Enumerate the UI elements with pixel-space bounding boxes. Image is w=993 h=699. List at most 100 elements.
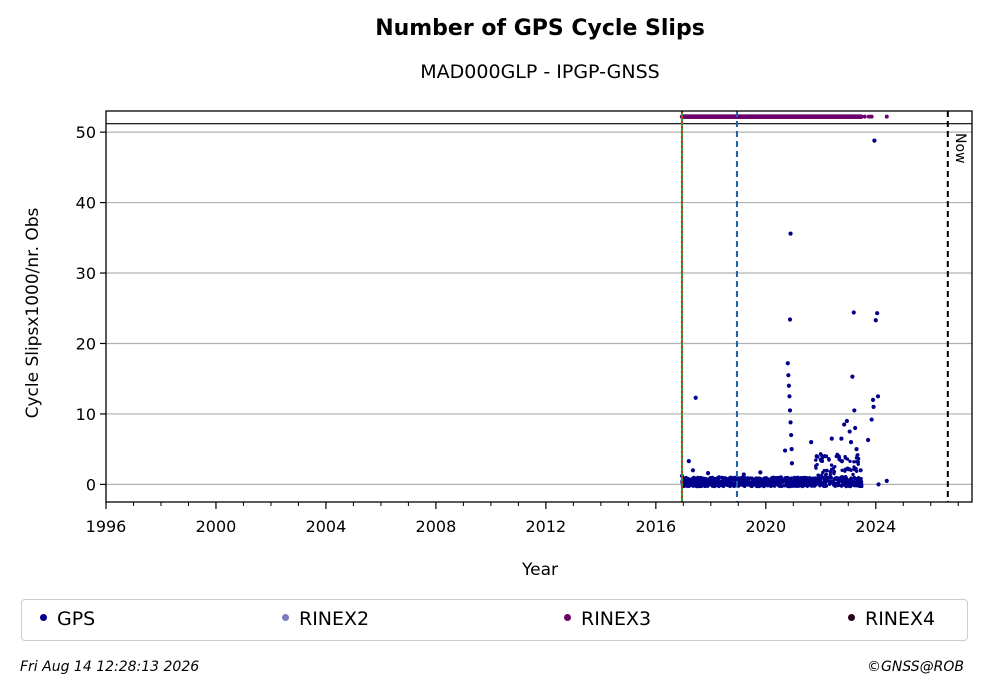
y-tick-label: 30 — [76, 264, 96, 283]
gps-point — [682, 478, 687, 483]
gps-point — [718, 481, 722, 486]
gps-point — [692, 481, 696, 486]
gps-point — [836, 454, 841, 459]
gps-point — [785, 361, 790, 366]
data-layer — [679, 111, 949, 502]
gps-point — [855, 455, 860, 460]
gps-point — [853, 425, 858, 431]
gps-point — [727, 483, 732, 487]
gps-point — [785, 475, 790, 480]
x-tick-label: 1996 — [86, 517, 127, 536]
y-axis-label: Cycle Slipsx1000/nr. Obs — [23, 207, 43, 418]
gps-point — [716, 475, 722, 480]
gps-point — [841, 479, 845, 483]
gps-point — [851, 472, 855, 477]
gps-point — [796, 475, 800, 480]
gps-point — [789, 432, 794, 438]
gps-point — [828, 473, 832, 477]
gps-point — [809, 484, 814, 488]
gps-point — [755, 477, 760, 481]
gps-point — [699, 475, 703, 480]
gps-point — [745, 479, 749, 484]
gps-point — [842, 422, 847, 427]
gps-point — [848, 440, 854, 445]
legend-label: GPS — [57, 608, 96, 630]
y-tick-label: 10 — [76, 405, 96, 424]
x-tick-label: 2016 — [635, 517, 676, 536]
gps-point — [805, 483, 810, 488]
gps-point — [854, 447, 859, 452]
plot-frame — [105, 110, 973, 503]
gps-point — [827, 481, 832, 485]
gps-point — [712, 480, 716, 485]
x-axis-label: Year — [521, 560, 558, 580]
gps-point — [690, 468, 696, 473]
chart-title: Number of GPS Cycle Slips — [375, 16, 705, 41]
gps-point — [822, 468, 827, 473]
legend-label: RINEX3 — [581, 608, 652, 630]
gps-point — [809, 440, 814, 445]
gps-point — [745, 476, 750, 480]
gps-point — [800, 481, 805, 485]
gps-point — [827, 457, 831, 462]
gps-point — [819, 453, 824, 457]
gps-point — [787, 483, 791, 487]
gps-point — [784, 479, 788, 483]
gps-point — [837, 479, 842, 483]
gps-point — [705, 479, 710, 483]
gps-point — [814, 458, 818, 462]
gps-point — [829, 436, 834, 441]
legend-item-rinex2: RINEX2 — [282, 608, 369, 630]
gps-point — [686, 479, 690, 484]
legend-marker-rinex3 — [564, 614, 571, 621]
legend-label: RINEX4 — [865, 608, 936, 630]
gps-point — [794, 484, 798, 488]
gps-point — [792, 477, 797, 481]
rinex3-point — [859, 114, 864, 119]
legend-marker-rinex4 — [848, 614, 855, 621]
gps-point — [875, 394, 881, 399]
gps-point — [803, 475, 807, 480]
gps-point — [870, 397, 876, 402]
gps-point — [754, 481, 758, 485]
gps-point — [824, 484, 829, 488]
y-tick-label: 50 — [76, 123, 96, 142]
gps-point — [848, 480, 853, 484]
gps-point — [692, 476, 696, 480]
gps-point — [845, 467, 849, 471]
gps-point — [884, 478, 889, 483]
gps-point — [839, 436, 844, 441]
gps-point — [715, 483, 720, 488]
gps-point — [816, 475, 821, 479]
gps-point — [814, 466, 818, 470]
rinex3-point — [869, 114, 874, 119]
gps-point — [709, 482, 714, 487]
x-tick-label: 2020 — [745, 517, 786, 536]
footer-timestamp: Fri Aug 14 12:28:13 2026 — [20, 659, 200, 675]
gps-point — [705, 471, 711, 476]
gps-point — [750, 476, 754, 480]
gps-point — [844, 482, 849, 486]
gps-point — [813, 482, 817, 487]
gps-point — [845, 457, 850, 461]
gps-point — [871, 404, 876, 409]
x-tick-label: 2012 — [526, 517, 567, 536]
gps-point — [757, 482, 761, 486]
gps-point — [701, 483, 706, 487]
gps-point — [873, 318, 878, 323]
gps-point — [799, 476, 803, 480]
chart-subtitle: MAD000GLP - IPGP-GNSS — [420, 61, 660, 83]
gps-point — [766, 483, 770, 488]
gps-point — [829, 470, 833, 474]
gps-point — [820, 473, 824, 477]
gps-point — [769, 484, 774, 488]
gps-point — [848, 459, 852, 463]
gps-point — [875, 311, 880, 316]
gps-point — [854, 459, 859, 464]
gps-point — [741, 472, 746, 477]
gps-point — [818, 457, 823, 462]
now-label: Now — [952, 133, 968, 164]
gps-point — [847, 429, 852, 434]
gps-point — [841, 475, 845, 480]
